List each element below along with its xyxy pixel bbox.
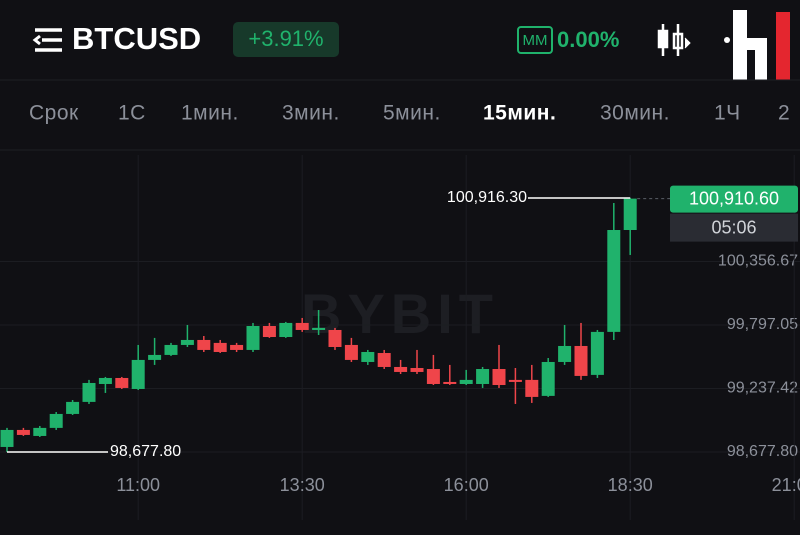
candle-body	[213, 342, 227, 352]
candle-body	[361, 351, 375, 362]
timeframe-tab[interactable]: 1мин.	[181, 102, 239, 125]
timeframe-tab[interactable]: 1Ч	[714, 102, 741, 125]
low-label: 98,677.80	[110, 443, 181, 460]
menu-icon[interactable]	[32, 28, 62, 52]
timeframe-tab[interactable]: 5мин.	[383, 102, 441, 125]
x-tick-label: 11:00	[116, 475, 160, 495]
candle-body	[262, 326, 276, 338]
x-tick-label: 18:30	[608, 475, 653, 495]
candle-body	[131, 359, 145, 389]
candle-body	[98, 377, 112, 384]
countdown-box	[670, 213, 798, 242]
countdown: 05:06	[711, 217, 756, 237]
candle-body	[0, 429, 14, 447]
candle-body	[279, 322, 293, 338]
candle-body	[590, 331, 604, 375]
candle-body	[33, 427, 47, 436]
candle-body	[394, 366, 408, 372]
candle-body	[49, 413, 63, 428]
candle-body	[115, 377, 129, 388]
last-price-box	[670, 185, 798, 213]
candle-body	[607, 230, 621, 332]
timeframe-tab[interactable]: 30мин.	[600, 102, 670, 125]
candle-body	[82, 382, 96, 402]
x-tick-label: 21:00	[772, 475, 800, 495]
timeframe-tab[interactable]: 1С	[118, 102, 146, 125]
mm-value: 0.00%	[557, 27, 619, 52]
candle-body	[525, 379, 539, 397]
logo	[730, 10, 793, 80]
timeframe-tab[interactable]: 2	[778, 102, 790, 125]
candle-body	[541, 361, 555, 396]
last-price: 100,910.60	[689, 188, 779, 208]
candle-body	[180, 339, 194, 345]
candle-body	[443, 381, 457, 384]
change: +3.91%	[248, 26, 323, 51]
mm-label: MM	[523, 32, 548, 49]
candle-body	[426, 369, 440, 384]
x-tick-label: 16:00	[444, 475, 489, 495]
candle-body	[508, 379, 522, 382]
candle-body	[230, 344, 244, 350]
candle-body	[476, 369, 490, 384]
candle-body	[574, 345, 588, 376]
y-tick-label: 99,237.42	[727, 380, 798, 397]
candle-body	[410, 367, 424, 372]
candle-body	[459, 379, 473, 384]
candle-body	[558, 345, 572, 362]
y-tick-label: 99,797.05	[727, 316, 798, 333]
candlestick-chart: 98,677.80 99,237.42 99,797.05 100,356.67 11:…	[0, 155, 800, 520]
chart-type-icon[interactable]	[657, 24, 691, 56]
candle-body	[312, 327, 326, 330]
candle-body	[16, 429, 30, 435]
y-tick-label: 98,677.80	[727, 443, 798, 460]
high-label: 100,916.30	[447, 189, 527, 206]
candle-body	[246, 326, 260, 350]
candle-body	[344, 344, 358, 360]
candle-body	[295, 322, 309, 330]
candle-body	[492, 369, 506, 386]
candle-body	[623, 198, 637, 231]
candle-body	[328, 329, 342, 347]
timeframe-tab[interactable]: 3мин.	[282, 102, 340, 125]
change-badge	[233, 22, 339, 57]
y-tick-label: 100,356.67	[718, 253, 798, 270]
timeframe-tabs: Срок 1С 1мин. 3мин. 5мин. 15мин. 30мин. 1Ч 2	[29, 102, 790, 125]
candle-body	[164, 344, 178, 355]
symbol[interactable]: BTCUSD	[72, 21, 201, 56]
candle-body	[66, 401, 80, 414]
more-dot	[724, 37, 730, 43]
timeframe-tab[interactable]: 15мин.	[483, 102, 556, 125]
x-tick-label: 13:30	[280, 475, 325, 495]
candle-body	[197, 339, 211, 350]
candle-body	[377, 353, 391, 367]
candle-body	[148, 354, 162, 360]
timeframe-tab[interactable]: Срок	[29, 102, 79, 125]
mm-badge[interactable]	[517, 26, 553, 54]
